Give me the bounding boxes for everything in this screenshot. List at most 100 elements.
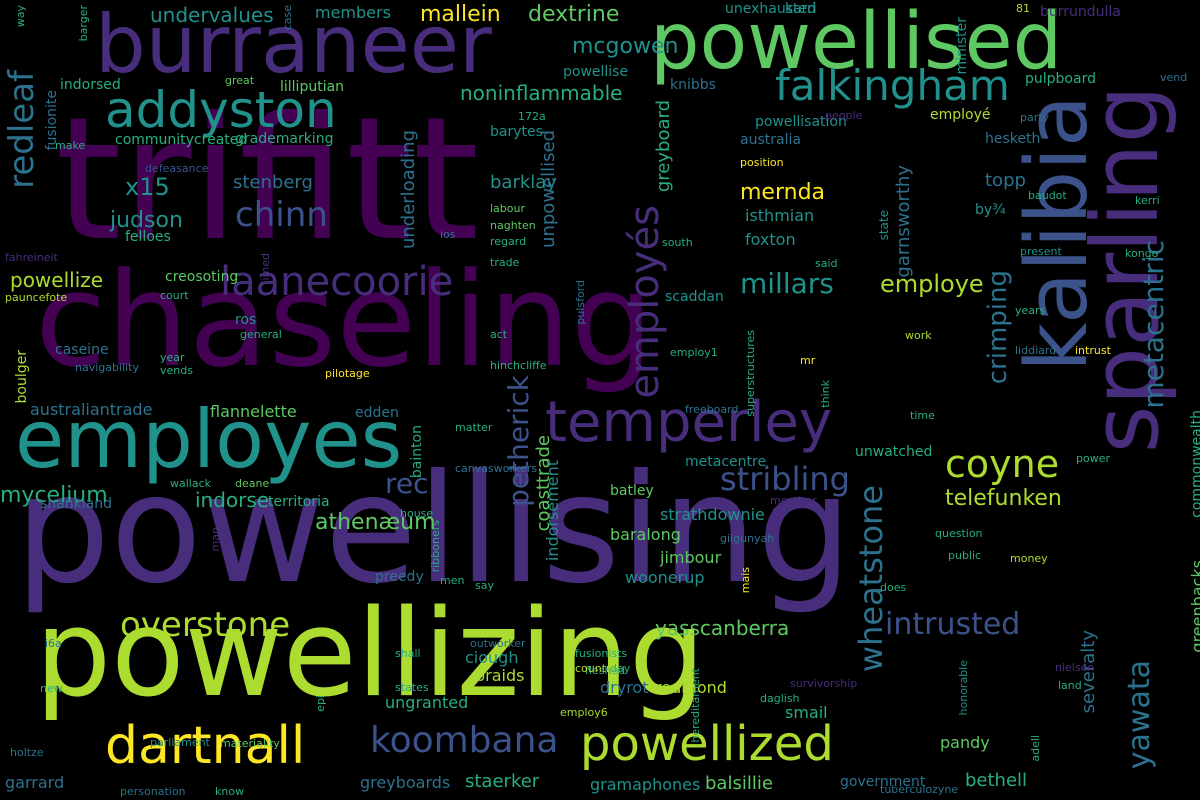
cloud-word: powellize bbox=[10, 268, 104, 292]
cloud-word: employ1 bbox=[670, 346, 718, 359]
cloud-word: employ6 bbox=[560, 706, 608, 719]
cloud-word: karri bbox=[785, 1, 817, 17]
cloud-word: chinn bbox=[235, 195, 328, 235]
cloud-word: pulpboard bbox=[1025, 71, 1096, 87]
cloud-word: pilotage bbox=[325, 367, 370, 380]
cloud-word: mr bbox=[800, 354, 816, 367]
cloud-word: wheatstone bbox=[852, 485, 890, 673]
cloud-word: australia bbox=[740, 132, 801, 148]
cloud-word: baralong bbox=[610, 525, 681, 544]
cloud-word: holtze bbox=[10, 746, 44, 759]
cloud-word: greyboards bbox=[360, 773, 451, 792]
cloud-word: does bbox=[880, 581, 907, 594]
cloud-word: position bbox=[740, 156, 784, 169]
cloud-word: judson bbox=[110, 208, 183, 233]
cloud-word: materiality bbox=[220, 737, 280, 750]
cloud-word: states bbox=[395, 681, 429, 694]
cloud-word: mcgowen bbox=[572, 34, 679, 59]
cloud-word: deane bbox=[235, 477, 270, 490]
cloud-word: caseine bbox=[55, 342, 109, 358]
cloud-word: survivorship bbox=[790, 677, 858, 690]
cloud-word: public bbox=[948, 549, 982, 562]
cloud-word: new bbox=[40, 682, 63, 695]
cloud-word: unexhausted bbox=[725, 1, 817, 17]
cloud-word: freeboard bbox=[685, 403, 739, 416]
cloud-word: shankland bbox=[40, 496, 112, 512]
cloud-word: daglish bbox=[760, 692, 800, 705]
cloud-word: way bbox=[14, 5, 27, 28]
cloud-word: preedy bbox=[375, 569, 424, 585]
cloud-word: work bbox=[905, 329, 932, 342]
cloud-word: court bbox=[160, 289, 189, 302]
cloud-word: ros bbox=[235, 312, 257, 328]
cloud-word: regard bbox=[490, 235, 527, 248]
cloud-word: men bbox=[440, 574, 465, 587]
cloud-word: jimbour bbox=[660, 548, 722, 567]
cloud-word: strathdownie bbox=[660, 505, 765, 524]
cloud-word: barklay bbox=[490, 172, 557, 193]
cloud-word: addyston bbox=[105, 81, 337, 139]
cloud-word: trade bbox=[490, 256, 520, 269]
cloud-word: fusionists bbox=[575, 647, 628, 660]
cloud-word: x15 bbox=[125, 173, 170, 201]
cloud-word: country bbox=[575, 662, 618, 675]
cloud-word: powellised bbox=[650, 0, 1063, 87]
cloud-word: baudot bbox=[1028, 189, 1067, 202]
cloud-word: power bbox=[1076, 452, 1110, 465]
cloud-word: topp bbox=[985, 170, 1026, 191]
cloud-word: canvasworkers bbox=[455, 462, 537, 475]
cloud-word: powellizing bbox=[35, 585, 706, 724]
cloud-word: telefunken bbox=[945, 486, 1062, 511]
cloud-word: behr bbox=[769, 508, 782, 534]
cloud-word: scaddan bbox=[665, 289, 724, 305]
cloud-word: make bbox=[55, 139, 86, 152]
cloud-word: staerker bbox=[465, 771, 540, 792]
cloud-word: south bbox=[662, 236, 693, 249]
cloud-word: party bbox=[1020, 111, 1050, 124]
cloud-word: millars bbox=[740, 267, 834, 300]
cloud-word: land bbox=[1058, 679, 1082, 692]
cloud-word: greyboard bbox=[653, 100, 674, 193]
cloud-word: shall bbox=[395, 647, 421, 660]
cloud-word: vends bbox=[160, 364, 193, 377]
cloud-word: commonwealth bbox=[1189, 410, 1200, 518]
cloud-word: powellized bbox=[580, 716, 834, 772]
cloud-word: day bbox=[610, 662, 631, 675]
cloud-word: limed bbox=[259, 253, 272, 284]
cloud-word: braids bbox=[475, 666, 525, 685]
cloud-word: coyne bbox=[945, 442, 1060, 486]
cloud-word: temperley bbox=[545, 390, 833, 455]
cloud-word: liddiard bbox=[1015, 344, 1057, 357]
cloud-word: falkingham bbox=[775, 61, 1010, 110]
cloud-word: rec bbox=[385, 467, 429, 500]
cloud-word: felloes bbox=[125, 229, 171, 245]
cloud-word: stenberg bbox=[233, 172, 313, 193]
cloud-word: by¾ bbox=[975, 202, 1006, 218]
cloud-word: yawata bbox=[1122, 660, 1157, 770]
cloud-word: batley bbox=[610, 483, 654, 499]
cloud-word: indorsement bbox=[543, 460, 562, 562]
cloud-word: mallein bbox=[420, 2, 501, 27]
cloud-word: employé bbox=[930, 107, 991, 123]
cloud-word: gramaphones bbox=[590, 775, 701, 794]
cloud-word: great bbox=[225, 74, 255, 87]
cloud-word: pulsford bbox=[574, 280, 587, 325]
cloud-word: pauncefote bbox=[5, 291, 68, 304]
cloud-word: matter bbox=[455, 421, 493, 434]
cloud-word: general bbox=[240, 328, 282, 341]
cloud-word: think bbox=[819, 380, 832, 408]
cloud-word: powellisation bbox=[755, 114, 847, 130]
cloud-word: flannelette bbox=[210, 402, 297, 421]
cloud-word: ios bbox=[440, 228, 456, 241]
cloud-word: powellise bbox=[563, 64, 629, 80]
cloud-word: minister bbox=[954, 17, 970, 75]
cloud-word: lilliputian bbox=[280, 79, 345, 95]
cloud-word: dextrine bbox=[528, 2, 620, 27]
cloud-word: act bbox=[490, 328, 508, 341]
cloud-word: yasscanberra bbox=[655, 616, 790, 640]
cloud-word: government bbox=[840, 774, 926, 790]
cloud-word: question bbox=[935, 527, 983, 540]
cloud-word: gilgunyah bbox=[720, 532, 775, 545]
cloud-word: 81 bbox=[1016, 2, 1030, 15]
cloud-word: mais bbox=[739, 567, 752, 594]
